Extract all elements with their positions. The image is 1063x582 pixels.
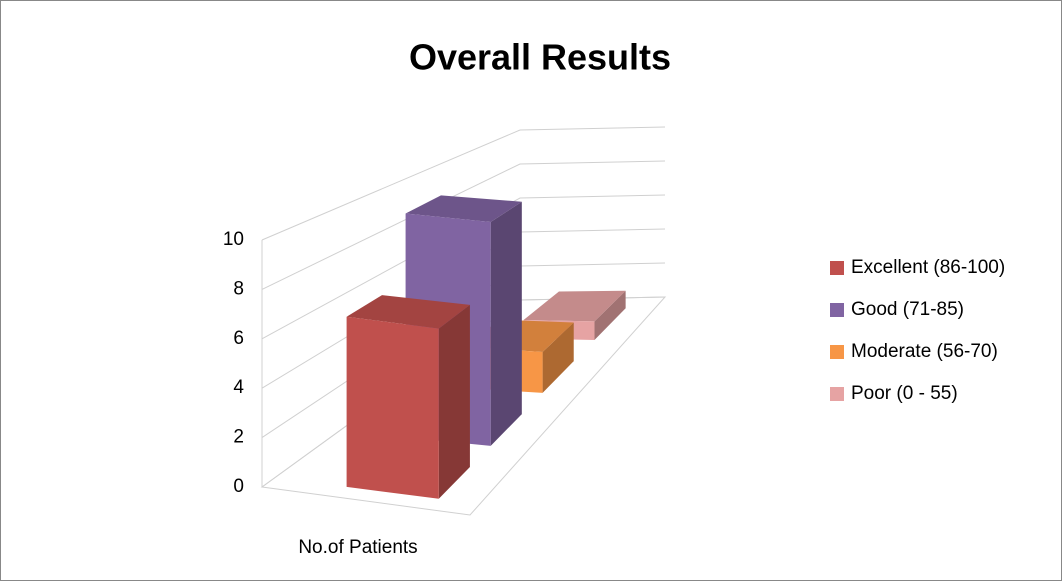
bar-face <box>542 322 574 393</box>
chart-title: Overall Results <box>409 37 671 78</box>
grid-line <box>261 160 666 290</box>
bar-face <box>490 201 522 446</box>
bar-face <box>405 195 522 222</box>
legend-label: Good (71-85) <box>851 299 964 320</box>
grid-line <box>261 126 666 241</box>
legend-marker <box>830 303 844 317</box>
grid-line <box>261 194 666 340</box>
legend-marker <box>830 261 844 275</box>
bar-face <box>346 295 470 329</box>
bar-face <box>346 316 439 499</box>
bar <box>346 295 470 499</box>
bar-face <box>594 290 626 340</box>
legend-marker <box>830 345 844 359</box>
y-tick-label: 10 <box>223 229 244 250</box>
bar-face <box>523 290 626 322</box>
bar-face <box>438 304 470 499</box>
legend-label: Poor (0 - 55) <box>851 383 958 404</box>
y-tick-label: 4 <box>233 377 244 398</box>
y-tick-label: 6 <box>233 328 244 349</box>
y-tick-label: 8 <box>233 278 244 299</box>
x-tick-label: No.of Patients <box>298 537 417 558</box>
y-tick-label: 0 <box>233 476 244 497</box>
legend-label: Moderate (56-70) <box>851 341 998 362</box>
legend-label: Excellent (86-100) <box>851 257 1005 278</box>
legend-marker <box>830 387 844 401</box>
y-tick-label: 2 <box>233 427 244 448</box>
